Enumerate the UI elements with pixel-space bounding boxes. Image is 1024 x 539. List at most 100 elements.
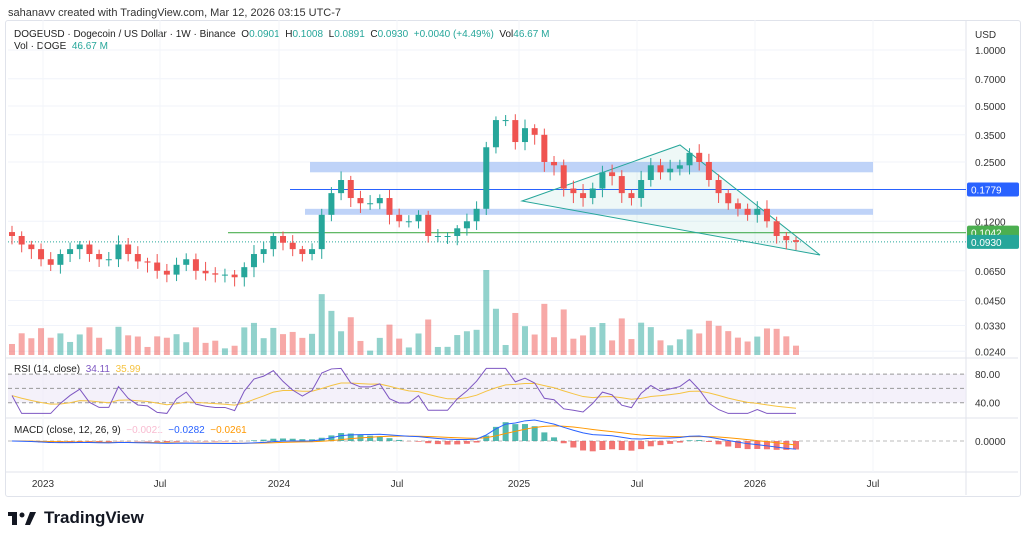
volume-bar — [134, 336, 141, 355]
candle-body — [96, 254, 103, 260]
credit-text: sahanavv created with TradingView.com, M… — [8, 7, 342, 19]
macd-histogram-bar — [386, 438, 393, 441]
volume-bar — [18, 333, 25, 355]
candle-body — [241, 267, 248, 278]
low-label: L — [328, 29, 335, 40]
macd-histogram-bar — [163, 441, 170, 443]
candle-body — [647, 165, 654, 181]
macd-legend: MACD (close, 12, 26, 9) −0.0021 −0.0282 … — [14, 425, 247, 436]
high-label: H — [285, 29, 293, 40]
macd-histogram-bar — [715, 441, 722, 445]
volume-bar — [125, 335, 132, 355]
macd-histogram-bar — [686, 440, 693, 441]
volume-bar — [357, 340, 364, 355]
volume-bar — [638, 322, 645, 355]
price-tag-bg — [967, 182, 1019, 197]
macd-histogram-bar — [580, 441, 587, 451]
macd-line — [11, 419, 797, 450]
chart-frame — [5, 20, 1021, 497]
candle-body — [192, 259, 199, 271]
volume-bar — [231, 345, 238, 355]
macd-histogram-bar — [551, 437, 558, 441]
volume-bar — [173, 334, 180, 355]
macd-histogram-bar — [696, 440, 703, 441]
volume-bar — [221, 348, 228, 355]
y-tick-label: 0.2500 — [975, 158, 1006, 169]
candle-body — [38, 249, 45, 260]
volume-bar — [57, 333, 64, 355]
macd-histogram-bar — [734, 441, 741, 449]
volume-bar — [192, 327, 199, 355]
macd-histogram-bar — [425, 441, 432, 444]
volume-bar — [502, 344, 509, 355]
y-tick-label: 0.1200 — [975, 217, 1006, 228]
candle-body — [250, 254, 257, 268]
volume-bar — [105, 349, 112, 355]
volume-bar — [580, 335, 587, 355]
candle-body — [541, 134, 548, 162]
volume-bar — [589, 327, 596, 355]
candle-body — [628, 193, 635, 199]
volume-bar — [628, 339, 635, 355]
volume-bar — [570, 338, 577, 355]
volume-value: 46.67 M — [71, 41, 108, 52]
candle-body — [599, 172, 606, 189]
volume-bar — [318, 294, 325, 355]
volume-bar — [609, 340, 616, 355]
y-tick-label: 0.5000 — [975, 102, 1006, 113]
y-tick-label: 0.0240 — [975, 347, 1006, 358]
volume-bar — [541, 303, 548, 355]
macd-histogram-bar — [560, 441, 567, 444]
macd-histogram-bar — [541, 432, 548, 441]
volume-bar — [512, 312, 519, 355]
volume-bar — [734, 337, 741, 355]
macd-histogram-bar — [347, 433, 354, 441]
candle-body — [338, 180, 345, 194]
macd-histogram-bar — [444, 441, 451, 445]
tradingview-logo[interactable]: TradingView — [8, 508, 144, 528]
candle-body — [521, 128, 528, 143]
volume-bar — [473, 329, 480, 355]
volume-bar — [76, 334, 83, 355]
candle-body — [454, 228, 461, 236]
candle-body — [173, 264, 180, 275]
candle-body — [463, 221, 470, 229]
macd-histogram-bar — [618, 441, 625, 451]
candle-body — [676, 165, 683, 169]
candle-body — [134, 254, 141, 262]
candle-body — [415, 214, 422, 222]
rsi-tick-label: 80.00 — [975, 370, 1000, 381]
candle-body — [318, 214, 325, 250]
volume-bar — [376, 337, 383, 355]
y-tick-label: 0.0650 — [975, 267, 1006, 278]
tradingview-logo-icon — [8, 512, 36, 525]
volume-bar — [444, 346, 451, 355]
candle-body — [289, 242, 296, 250]
volume-bar — [309, 333, 316, 355]
macd-histogram-bar — [589, 441, 596, 452]
macd-hist-value: −0.0021 — [126, 425, 163, 436]
macd-histogram-bar — [763, 441, 770, 450]
open-value: 0.0901 — [249, 29, 280, 40]
candle-body — [744, 208, 751, 215]
candle-body — [405, 221, 412, 223]
symbol-legend: DOGEUSD · Dogecoin / US Dollar · 1W · Bi… — [14, 29, 549, 40]
y-tick-label: 0.0330 — [975, 322, 1006, 333]
volume-bar — [386, 324, 393, 355]
x-tick-label: Jul — [867, 479, 880, 490]
x-tick-label: 2025 — [508, 479, 531, 490]
candle-body — [396, 214, 403, 222]
x-tick-label: 2024 — [268, 479, 291, 490]
candle-body — [76, 244, 83, 250]
brand-name: TradingView — [44, 508, 144, 527]
candle-body — [367, 203, 374, 205]
macd-histogram-bar — [793, 441, 799, 450]
candle-body — [502, 120, 509, 122]
candle-body — [763, 208, 770, 222]
macd-histogram-bar — [609, 441, 616, 450]
volume-bar — [47, 337, 54, 355]
volume-bar — [154, 336, 161, 355]
candle-body — [299, 249, 306, 255]
candle-body — [309, 249, 316, 255]
